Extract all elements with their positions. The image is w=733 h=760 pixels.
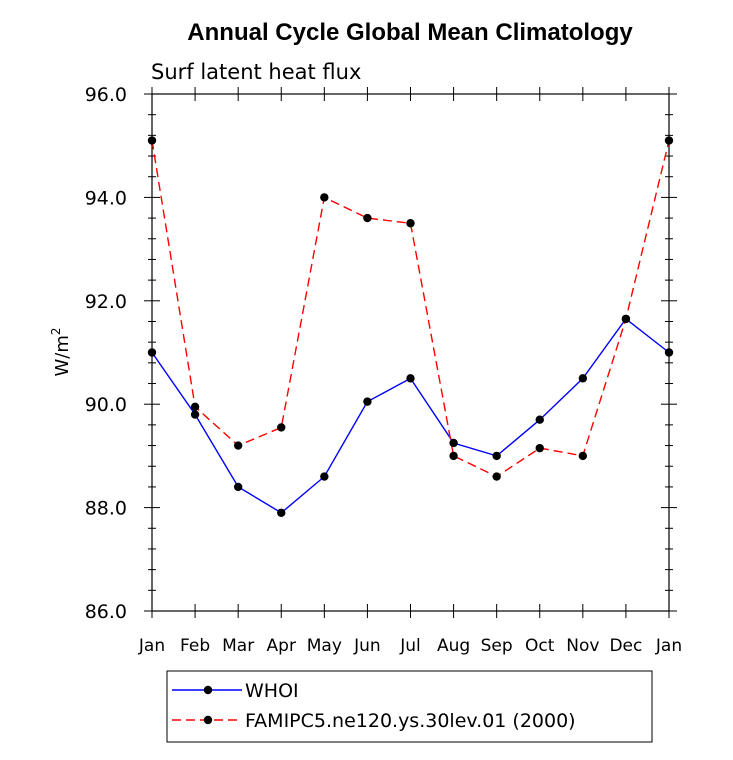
y-axis-label-superscript: 2 (49, 327, 63, 335)
x-tick-label: Jun (353, 636, 381, 656)
data-point (190, 402, 200, 411)
chart-subtitle: Surf latent heat flux (151, 60, 361, 84)
data-point (406, 219, 415, 228)
y-axis-label-text: W/m (52, 335, 73, 376)
data-point (277, 423, 286, 432)
x-tick-label: Feb (180, 636, 210, 656)
axes: Jan Feb Mar Apr May Jun Jul Aug Sep Oct Nov Dec Jan 8… (85, 84, 682, 656)
y-tick-label: 86.0 (85, 601, 127, 623)
data-point (320, 472, 329, 481)
data-point (147, 136, 157, 145)
data-point (492, 451, 501, 461)
data-point (233, 441, 243, 450)
data-point (406, 374, 415, 383)
legend: WHOI FAMIPC5.ne120.ys.30lev.01 (2000) (166, 670, 653, 743)
data-point (277, 508, 286, 517)
series-line (151, 140, 670, 478)
data-point (578, 374, 588, 383)
legend-marker (203, 715, 213, 725)
legend-label: WHOI (245, 680, 299, 702)
x-tick-label: May (307, 636, 342, 656)
data-point (233, 482, 243, 492)
data-point (449, 438, 458, 448)
x-tick-label: Jan (655, 636, 682, 656)
x-tick-label: Nov (566, 636, 599, 656)
data-point (621, 314, 631, 324)
y-tick-label: 96.0 (85, 84, 127, 106)
x-tick-label: Apr (267, 636, 296, 656)
data-point (147, 348, 157, 357)
y-tick-label: 88.0 (85, 498, 127, 520)
plot-frame (151, 93, 670, 612)
data-point (320, 193, 329, 202)
data-point (190, 410, 200, 419)
data-point (535, 443, 544, 453)
y-tick-label: 90.0 (85, 394, 127, 416)
chart-title: Annual Cycle Global Mean Climatology (187, 19, 633, 46)
x-tick-label: Sep (481, 636, 513, 656)
y-tick-label: 94.0 (85, 187, 127, 209)
y-tick-label: 92.0 (85, 291, 127, 313)
x-tick-label: Jan (138, 636, 165, 656)
x-tick-label: Mar (222, 636, 254, 656)
data-point (578, 451, 588, 461)
data-point (363, 397, 372, 406)
x-tick-label: Jul (399, 636, 421, 656)
y-axis-label: W/m2 (49, 327, 73, 376)
data-point (449, 451, 458, 461)
legend-label: FAMIPC5.ne120.ys.30lev.01 (2000) (245, 710, 576, 732)
data-point (535, 415, 544, 424)
legend-marker (203, 685, 213, 695)
x-tick-label: Aug (437, 636, 470, 656)
legend-box (166, 670, 653, 743)
data-point (363, 213, 372, 223)
data-point (664, 348, 674, 357)
data-point (492, 472, 501, 481)
series-layer (147, 136, 674, 517)
x-tick-label: Oct (525, 636, 555, 656)
series-line (151, 317, 670, 514)
x-tick-label: Dec (609, 636, 642, 656)
data-point (664, 136, 674, 145)
